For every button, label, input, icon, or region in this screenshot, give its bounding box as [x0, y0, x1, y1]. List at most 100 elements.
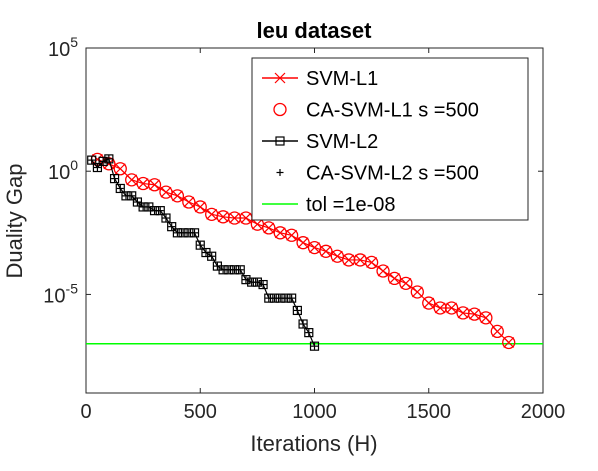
x-axis: 0 500 1000 1500 2000: [80, 48, 565, 423]
data-point: [170, 189, 185, 203]
chart-title: leu dataset: [257, 18, 373, 43]
data-point: [171, 190, 183, 202]
data-point: [292, 305, 302, 316]
data-point: [457, 307, 469, 319]
data-point: [193, 200, 207, 214]
data-point: [434, 302, 446, 314]
data-point: [258, 279, 268, 290]
data-point: [376, 264, 390, 278]
data-point: [480, 312, 492, 324]
data-point: [103, 158, 115, 170]
data-point: [182, 195, 196, 209]
legend-box: [251, 57, 529, 221]
legend: SVM-L1 CA-SVM-L1 s =500 SVM-L2 CA-SVM-L2 s …: [251, 57, 529, 221]
data-point: [377, 265, 389, 277]
data-point: [126, 174, 138, 186]
legend-label: SVM-L2: [306, 131, 378, 153]
data-point: [331, 250, 343, 262]
y-tick-exponent: 0: [70, 157, 78, 173]
legend-marker: [273, 102, 287, 117]
data-point: [109, 174, 120, 184]
data-point: [104, 154, 114, 164]
data-point: [422, 296, 436, 310]
data-point: [298, 319, 308, 329]
y-tick-base: 10: [48, 162, 70, 184]
data-point: [309, 242, 320, 254]
data-point: [423, 297, 435, 309]
data-point: [400, 277, 412, 289]
y-axis-label: Duality Gap: [2, 164, 27, 279]
data-point: [87, 155, 97, 165]
y-tick-base: 10: [43, 285, 65, 307]
data-point: [309, 341, 320, 351]
data-point: [343, 254, 355, 266]
data-point: [319, 244, 333, 258]
data-point: [207, 251, 217, 261]
data-point: [183, 196, 195, 208]
legend-marker: [275, 136, 285, 146]
data-point: [296, 236, 310, 250]
legend-label: tol =1e-08: [306, 194, 396, 216]
data-point: [147, 178, 162, 192]
data-point: [411, 286, 423, 298]
y-tick-exponent: 5: [70, 34, 78, 50]
y-tick-base: 10: [48, 39, 70, 61]
data-point: [479, 311, 493, 325]
data-point: [262, 221, 276, 235]
data-point: [115, 183, 125, 194]
data-point: [490, 324, 504, 339]
data-point: [491, 325, 503, 337]
data-point: [389, 272, 400, 284]
data-point: [137, 178, 149, 189]
data-point: [286, 229, 298, 241]
data-point: [132, 197, 143, 207]
data-point: [194, 201, 206, 213]
data-point: [366, 256, 378, 268]
data-point: [149, 179, 160, 191]
data-point: [469, 308, 480, 320]
data-point: [354, 254, 366, 266]
series-layer: [86, 152, 543, 351]
x-axis-label: Iterations (H): [250, 431, 377, 456]
data-point: [167, 222, 177, 232]
data-point: [503, 337, 515, 348]
y-tick-label: 100: [48, 157, 78, 184]
series-1: [90, 152, 516, 350]
data-point: [241, 275, 251, 285]
legend-marker: [274, 72, 286, 84]
data-point: [217, 211, 229, 223]
data-point: [399, 276, 413, 290]
data-point: [161, 213, 171, 223]
data-point: [284, 228, 299, 242]
series-3: [88, 155, 318, 350]
data-point: [320, 245, 332, 257]
data-point: [410, 285, 424, 299]
data-point: [240, 212, 252, 224]
data-point: [263, 222, 275, 234]
data-point: [251, 218, 263, 230]
x-tick-label: 500: [184, 401, 217, 423]
data-point: [206, 208, 218, 220]
legend-label: CA-SVM-L1 s =500: [306, 100, 479, 122]
data-point: [92, 162, 103, 173]
x-tick-label: 1500: [407, 401, 452, 423]
x-tick-label: 0: [80, 401, 91, 423]
y-tick-label: 10-5: [43, 280, 78, 307]
x-tick-label: 2000: [521, 401, 566, 423]
legend-label: SVM-L1: [306, 68, 378, 90]
data-point: [444, 301, 459, 315]
data-point: [195, 240, 205, 250]
legend-label: CA-SVM-L2 s =500: [306, 163, 479, 185]
data-point: [274, 227, 286, 239]
data-point: [304, 328, 314, 338]
data-point: [297, 237, 309, 249]
data-point: [98, 156, 108, 166]
data-point: [502, 335, 516, 350]
data-point: [364, 255, 379, 270]
data-point: [387, 271, 402, 286]
x-tick-label: 1000: [292, 401, 337, 423]
data-point: [446, 302, 458, 314]
data-point: [229, 212, 240, 224]
